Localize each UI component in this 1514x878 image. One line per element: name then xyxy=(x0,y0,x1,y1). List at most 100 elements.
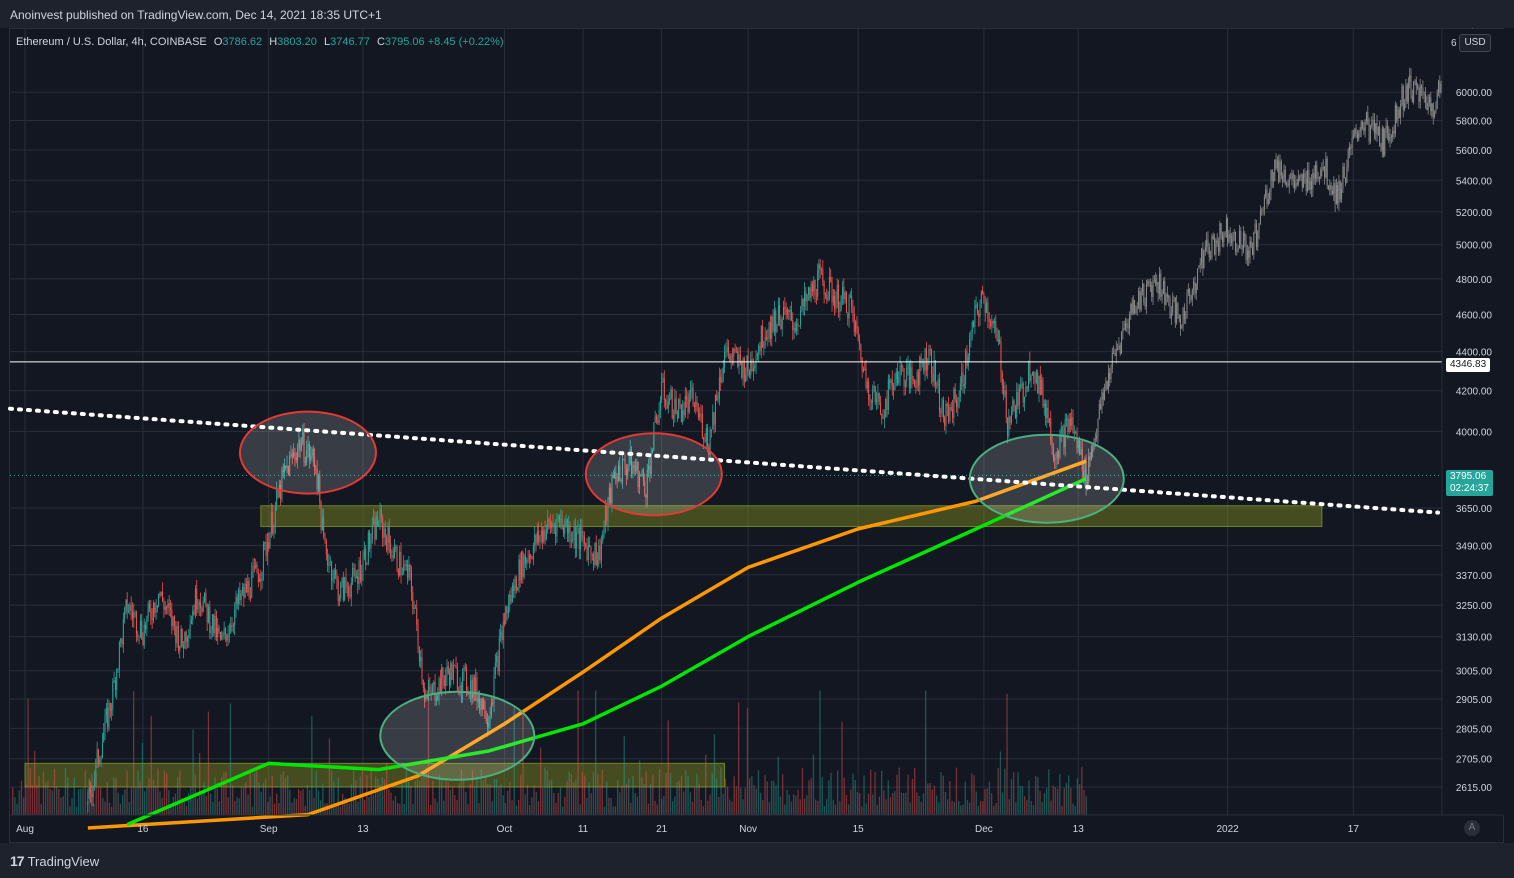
candle-body xyxy=(638,475,640,488)
projection-body xyxy=(1295,183,1297,189)
candle-body xyxy=(703,437,705,441)
candle-body xyxy=(156,605,158,608)
candle-body xyxy=(1010,411,1012,423)
candle-body xyxy=(1062,426,1064,428)
candle-body xyxy=(184,631,186,649)
candle-body xyxy=(352,567,354,583)
volume-bar xyxy=(881,770,883,815)
volume-bar xyxy=(166,773,168,815)
volume-bar xyxy=(929,783,931,815)
projection-body xyxy=(1417,86,1419,88)
candle-body xyxy=(316,469,318,490)
volume-bar xyxy=(764,775,766,815)
candle-body xyxy=(295,457,297,461)
projection-body xyxy=(1389,136,1391,142)
candle-body xyxy=(530,554,532,558)
volume-bar xyxy=(348,803,350,815)
candle-body xyxy=(645,494,647,499)
projection-body xyxy=(1436,92,1438,109)
candle-body xyxy=(154,602,156,613)
candle-body xyxy=(995,321,997,332)
projection-body xyxy=(1365,112,1367,121)
price-axis-label: 4000.00 xyxy=(1456,427,1493,438)
volume-bar xyxy=(229,703,232,815)
volume-bar xyxy=(419,780,421,815)
volume-bar xyxy=(139,781,141,815)
projection-body xyxy=(1379,127,1381,147)
volume-bar xyxy=(713,734,716,815)
candle-body xyxy=(564,525,566,534)
projection-body xyxy=(1153,279,1155,281)
volume-bar xyxy=(368,797,370,815)
projection-body xyxy=(1439,81,1441,93)
projection-body xyxy=(1290,178,1292,180)
projection-body xyxy=(1410,75,1412,96)
candle-body xyxy=(565,519,567,526)
candle-body xyxy=(307,444,309,451)
volume-bar xyxy=(658,769,661,815)
volume-bar xyxy=(524,794,526,815)
volume-bar xyxy=(236,797,238,815)
projection-body xyxy=(1218,243,1220,252)
candle-body xyxy=(483,700,485,710)
volume-bar xyxy=(1039,791,1041,815)
candle-body xyxy=(475,677,477,695)
volume-bar xyxy=(304,805,306,815)
volume-bar xyxy=(379,784,381,815)
projection-body xyxy=(1241,245,1243,250)
volume-bar xyxy=(916,792,918,815)
candle-body xyxy=(663,378,665,400)
candle-body xyxy=(726,346,728,352)
candle-body xyxy=(92,786,94,798)
candle-body xyxy=(346,587,348,589)
volume-bar xyxy=(867,793,870,815)
candle-body xyxy=(1028,361,1029,389)
volume-bar xyxy=(364,799,366,815)
projection-body xyxy=(1223,235,1225,243)
candle-body xyxy=(640,474,642,476)
auto-scale-button[interactable]: A xyxy=(1464,820,1480,836)
candle-body xyxy=(631,449,633,475)
volume-bar xyxy=(570,773,573,815)
volume-bar xyxy=(837,770,839,815)
candle-body xyxy=(367,532,369,564)
projection-body xyxy=(1296,183,1298,185)
volume-bar xyxy=(744,787,746,815)
candle-body xyxy=(155,607,157,613)
tradingview-brand[interactable]: 17 TradingView xyxy=(10,853,99,869)
volume-bar xyxy=(535,792,537,815)
volume-bar xyxy=(251,806,254,815)
candle-body xyxy=(1017,391,1019,406)
candle-body xyxy=(600,540,602,561)
candle-body xyxy=(446,665,448,676)
projection-body xyxy=(1165,294,1167,305)
volume-bar xyxy=(832,799,834,815)
candle-body xyxy=(737,351,739,367)
volume-bar xyxy=(168,790,170,815)
candle-body xyxy=(1012,400,1014,412)
candle-body xyxy=(558,516,560,521)
candle-body xyxy=(629,449,631,464)
candle-body xyxy=(1079,440,1081,455)
currency-button[interactable]: USD xyxy=(1459,34,1491,52)
candle-body xyxy=(954,388,956,400)
candle-body xyxy=(414,607,416,609)
last-price-value: 3795.06 xyxy=(1450,471,1487,482)
projection-body xyxy=(1402,86,1404,110)
candle-body xyxy=(894,379,896,390)
volume-bar xyxy=(826,799,828,815)
candle-body xyxy=(93,778,95,787)
volume-bar xyxy=(425,767,427,815)
projection-body xyxy=(1097,418,1099,437)
candle-body xyxy=(409,564,411,571)
candle-body xyxy=(142,637,144,646)
projection-body xyxy=(1102,392,1104,400)
projection-body xyxy=(1300,174,1302,177)
candle-body xyxy=(582,536,584,538)
volume-bar xyxy=(845,794,848,815)
candle-body xyxy=(506,606,508,614)
candle-body xyxy=(336,574,338,580)
projection-body xyxy=(1261,210,1263,212)
candle-body xyxy=(527,559,529,561)
